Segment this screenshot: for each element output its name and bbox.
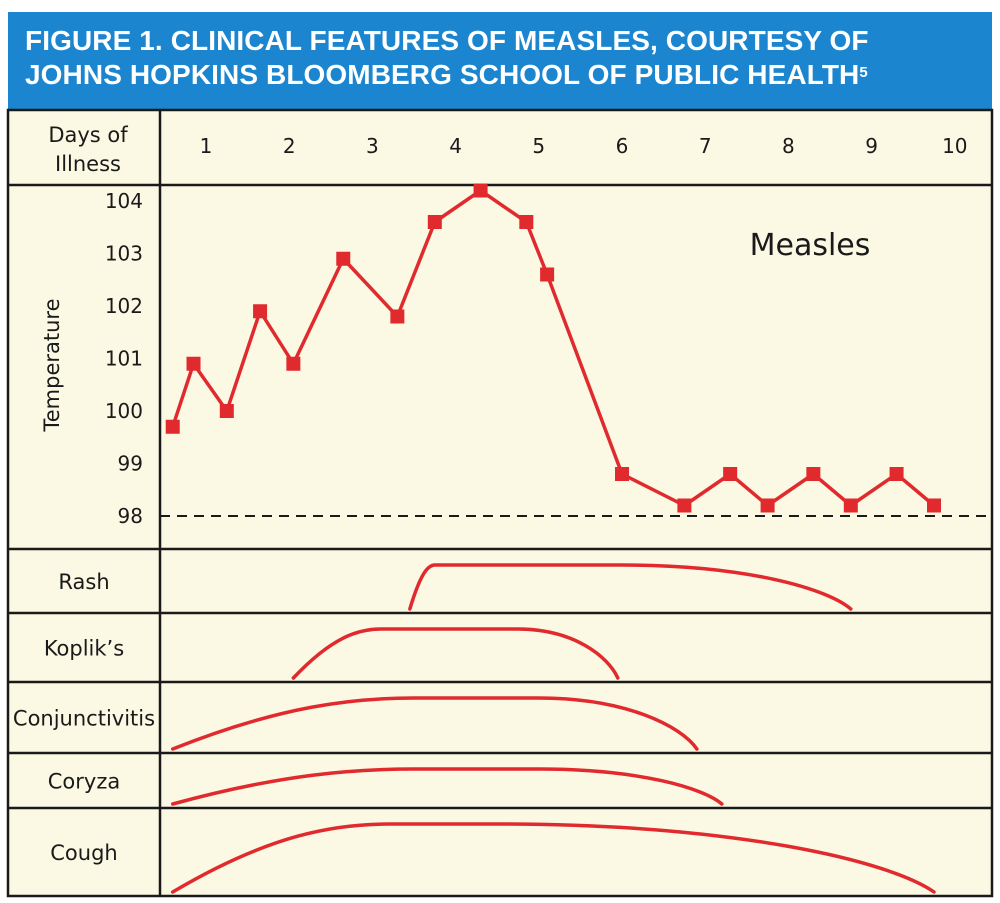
temperature-point [286,356,301,371]
temperature-point [186,356,201,371]
symptom-curve [170,696,699,751]
day-label-6: 6 [616,134,629,158]
x-axis-label-line-2: Illness [55,152,121,176]
day-label-3: 3 [366,134,379,158]
symptom-curve [170,822,936,894]
symptom-label: Koplik’s [44,637,124,661]
y-axis-label: Temperature [40,298,64,432]
temperature-point [473,183,488,198]
temperature-point [889,467,904,481]
y-tick-100: 100 [105,399,143,423]
y-tick-98: 98 [118,504,143,528]
day-labels: 1 2 3 4 5 6 7 8 9 10 [200,134,968,158]
day-label-9: 9 [865,134,878,158]
temperature-point [390,309,405,324]
symptom-label: Rash [58,570,109,594]
day-label-2: 2 [283,134,296,158]
day-label-8: 8 [782,134,795,158]
figure-title-line-2: JOHNS HOPKINS BLOOMBERG SCHOOL OF PUBLIC… [25,58,992,92]
symptom-label: Cough [50,841,117,865]
temperature-point [723,467,738,481]
y-tick-102: 102 [105,294,143,318]
day-label-5: 5 [532,134,545,158]
x-axis-label-line-1: Days of [48,123,128,147]
symptom-curve [170,767,724,806]
temperature-point [540,267,555,282]
symptom-label: Coryza [48,770,120,794]
symptom-rows: Rash Koplik’s Conjunctivitis Coryza Cough [13,563,936,894]
temperature-point [219,404,234,418]
footnote-marker: 5 [859,64,868,81]
y-tick-104: 104 [105,189,143,213]
y-tick-103: 103 [105,242,143,266]
day-label-4: 4 [449,134,462,158]
temperature-point [336,251,351,266]
temperature-point [760,498,775,513]
temperature-point [927,498,941,513]
temperature-point [806,467,821,481]
chart-border [6,108,994,898]
measles-annotation: Measles [750,228,871,263]
temperature-point [843,498,858,513]
temperature-point [165,419,180,434]
figure-title-banner: FIGURE 1. CLINICAL FEATURES OF MEASLES, … [8,12,992,110]
chart-panel-background [8,110,992,896]
temperature-point [519,215,534,229]
day-label-1: 1 [200,134,213,158]
temperature-point [427,215,442,229]
y-tick-labels: 98 99 100 101 102 103 104 [105,189,143,528]
y-tick-101: 101 [105,347,143,371]
symptom-label: Conjunctivitis [13,707,155,731]
figure-title-line-1: FIGURE 1. CLINICAL FEATURES OF MEASLES, … [25,25,869,56]
temperature-point [615,467,629,481]
figure-title-line-2-text: JOHNS HOPKINS BLOOMBERG SCHOOL OF PUBLIC… [25,59,860,90]
temperature-series [165,183,941,513]
temperature-point [253,304,268,319]
y-tick-99: 99 [118,452,143,476]
temperature-point [677,498,692,513]
symptom-curve [291,627,620,680]
day-label-10: 10 [942,134,967,158]
day-label-7: 7 [699,134,712,158]
symptom-curve [408,563,853,611]
